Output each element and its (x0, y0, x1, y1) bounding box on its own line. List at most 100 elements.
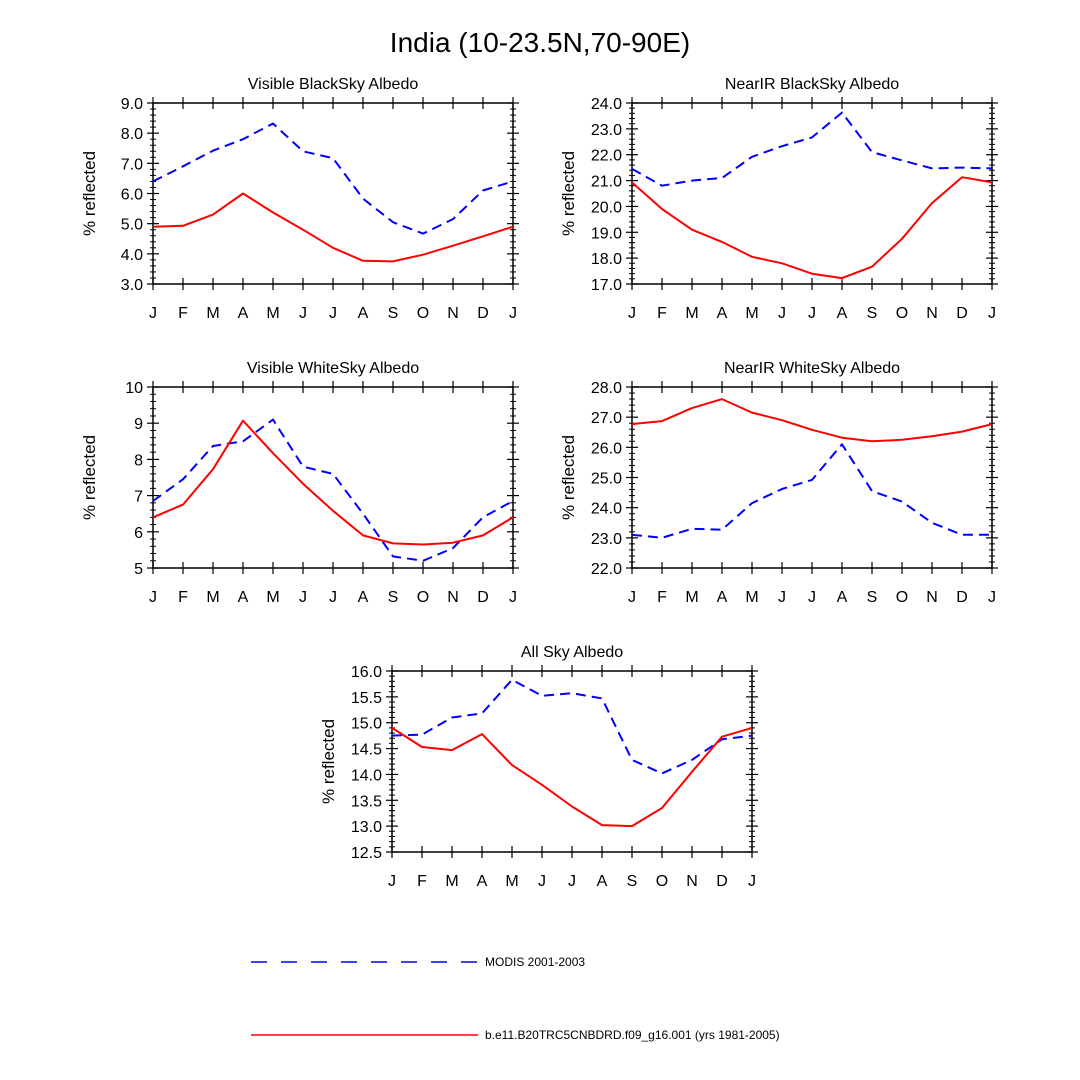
y-tick-label: 24.0 (591, 501, 622, 518)
y-tick-label: 10 (125, 380, 143, 397)
x-tick-label: M (745, 589, 758, 606)
x-tick-label: N (447, 305, 459, 322)
x-tick-label: J (538, 873, 546, 890)
plot-frame (391, 670, 753, 853)
y-tick-label: 26.0 (591, 440, 622, 457)
x-tick-label: J (628, 305, 636, 322)
y-tick-label: 24.0 (591, 96, 622, 113)
y-tick-label: 20.0 (591, 199, 622, 216)
x-tick-label: J (509, 589, 517, 606)
x-tick-label: D (956, 305, 968, 322)
series-line-modis (152, 418, 514, 562)
x-tick-label: M (745, 305, 758, 322)
y-tick-label: 5 (134, 561, 143, 578)
y-tick-label: 8.0 (121, 126, 143, 143)
x-tick-label: D (716, 873, 728, 890)
x-tick-label: M (266, 305, 279, 322)
x-tick-label: J (329, 305, 337, 322)
x-tick-label: J (568, 873, 576, 890)
y-tick-label: 21.0 (591, 174, 622, 191)
x-tick-label: J (628, 589, 636, 606)
x-tick-label: N (926, 305, 938, 322)
y-tick-label: 15.0 (351, 716, 382, 733)
y-axis-label: % reflected (80, 435, 99, 520)
x-tick-label: S (627, 873, 638, 890)
y-tick-label: 23.0 (591, 122, 622, 139)
x-tick-label: M (445, 873, 458, 890)
series-line-model (152, 419, 514, 546)
y-tick-label: 9.0 (121, 96, 143, 113)
x-tick-label: J (299, 305, 307, 322)
panel-title: Visible BlackSky Albedo (248, 76, 419, 93)
x-tick-label: A (477, 873, 488, 890)
y-tick-label: 28.0 (591, 380, 622, 397)
x-tick-label: S (867, 305, 878, 322)
y-tick-label: 7.0 (121, 156, 143, 173)
y-tick-label: 16.0 (351, 664, 382, 681)
panel-title: All Sky Albedo (521, 644, 623, 661)
x-tick-label: J (509, 305, 517, 322)
y-tick-label: 15.5 (351, 690, 382, 707)
plot-frame (152, 102, 514, 285)
x-tick-label: J (329, 589, 337, 606)
series-line-model (631, 398, 993, 443)
x-tick-label: F (178, 305, 188, 322)
y-tick-label: 19.0 (591, 225, 622, 242)
x-tick-label: O (656, 873, 668, 890)
x-tick-label: F (178, 589, 188, 606)
legend: MODIS 2001-2003 b.e11.B20TRC5CNBDRD.f09_g… (251, 955, 780, 1042)
x-tick-label: J (299, 589, 307, 606)
x-tick-label: J (778, 589, 786, 606)
x-tick-label: J (988, 589, 996, 606)
x-tick-label: J (149, 589, 157, 606)
x-tick-label: J (808, 589, 816, 606)
x-tick-label: J (388, 873, 396, 890)
x-tick-label: D (477, 589, 489, 606)
x-tick-label: M (685, 589, 698, 606)
y-tick-label: 12.5 (351, 845, 382, 862)
y-tick-label: 13.5 (351, 793, 382, 810)
x-tick-label: A (837, 305, 848, 322)
x-tick-label: O (896, 305, 908, 322)
series-line-modis (631, 443, 992, 539)
x-tick-label: S (388, 589, 399, 606)
plot-frame (631, 386, 993, 569)
y-axis-label: % reflected (559, 151, 578, 236)
legend-label-modis: MODIS 2001-2003 (485, 955, 585, 969)
series-line-model (152, 192, 514, 263)
y-tick-label: 13.0 (351, 819, 382, 836)
y-tick-label: 22.0 (591, 561, 622, 578)
x-tick-label: J (149, 305, 157, 322)
x-tick-label: A (837, 589, 848, 606)
y-tick-label: 5.0 (121, 217, 143, 234)
y-tick-label: 7 (134, 489, 143, 506)
y-axis-label: % reflected (559, 435, 578, 520)
x-tick-label: N (686, 873, 698, 890)
y-tick-label: 14.0 (351, 767, 382, 784)
x-tick-label: A (358, 305, 369, 322)
x-tick-label: N (926, 589, 938, 606)
x-tick-label: M (266, 589, 279, 606)
y-tick-label: 9 (134, 416, 143, 433)
x-tick-label: F (657, 589, 667, 606)
series-line-modis (152, 122, 514, 235)
x-tick-label: O (896, 589, 908, 606)
x-tick-label: N (447, 589, 459, 606)
x-tick-label: A (717, 589, 728, 606)
y-tick-label: 23.0 (591, 531, 622, 548)
y-tick-label: 6 (134, 525, 143, 542)
y-tick-label: 18.0 (591, 251, 622, 268)
legend-label-model: b.e11.B20TRC5CNBDRD.f09_g16.001 (yrs 198… (485, 1028, 780, 1042)
plot-frame (631, 102, 993, 285)
panel-title: NearIR WhiteSky Albedo (724, 360, 900, 377)
x-tick-label: A (358, 589, 369, 606)
x-tick-label: A (238, 589, 249, 606)
series-line-model (631, 176, 993, 280)
y-tick-label: 6.0 (121, 187, 143, 204)
x-tick-label: S (388, 305, 399, 322)
x-tick-label: M (505, 873, 518, 890)
